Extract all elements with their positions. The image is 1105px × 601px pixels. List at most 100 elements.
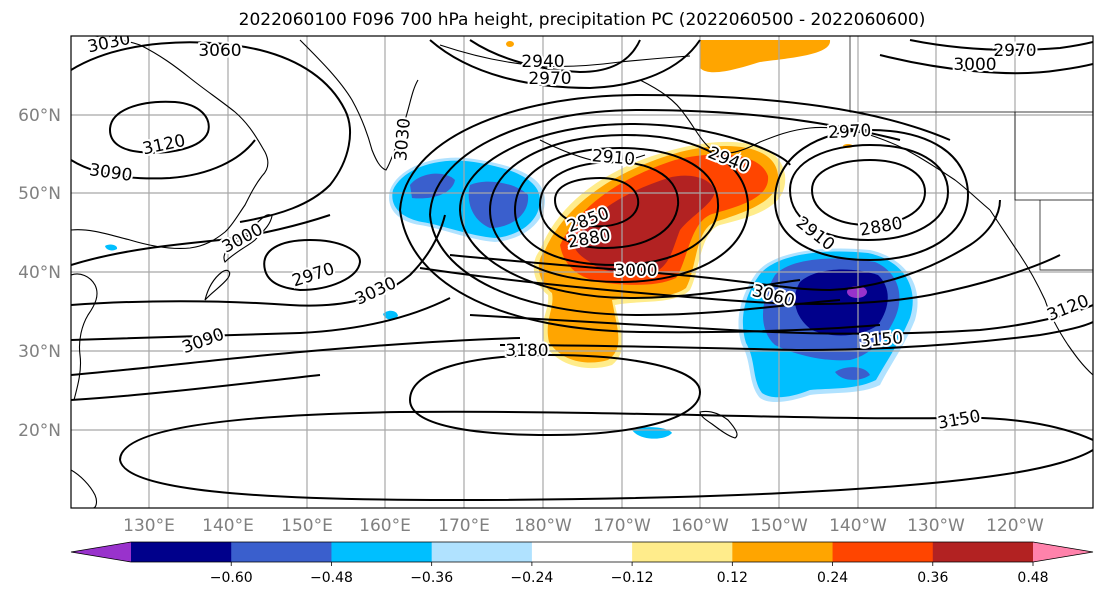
contour-3000-west: [71, 214, 331, 266]
contour-label: 2970: [528, 69, 571, 89]
colorbar-tick-label: −0.36: [410, 570, 453, 586]
lon-label: 130°E: [123, 516, 175, 536]
lon-label: 180°W: [514, 516, 572, 536]
contour-label: 3000: [614, 261, 657, 281]
coast-philippines: [71, 469, 98, 508]
contour-2940: [488, 133, 750, 284]
contour-2970: [459, 122, 801, 300]
colorbar-tick-label: 0.24: [817, 570, 848, 586]
contour-label: 3150: [859, 328, 904, 352]
contour-3150-south: [119, 410, 1093, 461]
lon-label: 150°W: [750, 516, 808, 536]
colorbar-extend-min: [71, 542, 131, 562]
lon-label: 160°W: [671, 516, 729, 536]
contour-3060-north: [71, 41, 351, 223]
colorbar-segment: [732, 542, 834, 562]
colorbar-segment: [231, 542, 332, 562]
coast-kamchatka: [299, 39, 419, 171]
colorbar-tick-label: −0.60: [210, 570, 253, 586]
contour-3090-south: [71, 337, 521, 376]
contour-3030-west: [71, 214, 446, 307]
contour-label: 2940: [521, 52, 564, 72]
contour-label: 3180: [505, 341, 548, 361]
lon-label: 140°W: [829, 516, 887, 536]
contour-3150-mid: [499, 321, 1093, 352]
contour-label: 3030: [391, 117, 415, 162]
contour-label: 2970: [828, 121, 872, 143]
lon-label: 120°W: [986, 516, 1044, 536]
contour-2850: [553, 176, 640, 228]
colorbar: −0.60 −0.48 −0.36 −0.24 −0.12 0.12 0.24 0.36 0.4…: [70, 541, 1094, 586]
colorbar-segment: [331, 542, 433, 562]
colorbar-segment: [531, 542, 633, 562]
contour-3090: [71, 139, 256, 180]
contour-2880-east: [810, 158, 927, 227]
colorbar-outline: [70, 541, 1094, 563]
map-frame: [70, 35, 1094, 509]
colorbar-segment: [932, 542, 1034, 562]
colorbar-segment: [131, 542, 232, 562]
colorbar-tick-label: −0.24: [510, 570, 553, 586]
colorbar-tick-label: 0.12: [717, 570, 748, 586]
lon-label: 170°E: [438, 516, 490, 536]
lon-label: 140°E: [202, 516, 254, 536]
colorbar-tick-label: −0.48: [310, 570, 353, 586]
coast-west-america: [989, 209, 1093, 376]
contour-2910-east: [788, 143, 950, 242]
shade-spot: [506, 41, 514, 47]
contour-3120-high: [108, 100, 210, 154]
shade-0.48: [574, 175, 715, 275]
contour-3060-mid: [419, 254, 1061, 305]
contour-3120-mid: [469, 304, 1093, 335]
lat-label: 40°N: [18, 263, 61, 283]
contour-2910: [513, 146, 720, 267]
contour-3000: [429, 108, 901, 317]
contour-3000-mid: [449, 199, 1001, 292]
coast-japan-south: [204, 269, 231, 301]
contour-label: 2970: [993, 41, 1036, 61]
coast-bering-north: [439, 44, 691, 67]
lon-label: 170°W: [593, 516, 651, 536]
gridlines: [71, 36, 1093, 508]
shade-0.60: [570, 227, 580, 233]
map-area: 3030 3060 3120 3090 3030 2940 2970 2910 …: [71, 36, 1093, 508]
shade-neg-0.36-small: [835, 367, 870, 380]
shade-neg-spot-2: [105, 244, 118, 251]
shade-neg-0.36-west-a: [410, 173, 455, 199]
colorbar-segment: [632, 542, 733, 562]
contour-3060-west: [71, 297, 451, 341]
border-canada-us: [1014, 112, 1093, 201]
contour-3000-ne: [879, 54, 1093, 75]
lat-label: 60°N: [18, 106, 61, 126]
lon-label: 130°W: [907, 516, 965, 536]
lon-label: 150°E: [281, 516, 333, 536]
contour-2970-low: [263, 238, 362, 292]
contour-label: 2910: [591, 146, 636, 170]
height-contours: [71, 39, 1093, 502]
figure-title: 2022060100 F096 700 hPa height, precipit…: [239, 10, 926, 30]
longitude-labels: 130°E 140°E 150°E 160°E 170°E 180°W 170°…: [123, 516, 1044, 536]
latitude-labels: 60°N 50°N 40°N 30°N 20°N: [18, 106, 61, 441]
coast-china: [71, 273, 98, 401]
contour-3150-south-b: [119, 449, 1093, 502]
colorbar-tick-label: 0.36: [917, 570, 948, 586]
lat-label: 50°N: [18, 184, 61, 204]
shade-neg-spot: [383, 310, 398, 320]
lat-label: 20°N: [18, 421, 61, 441]
contour-2970-arctic: [429, 39, 701, 90]
contour-label: 3000: [953, 55, 996, 75]
contour-2940-arctic: [469, 39, 641, 74]
colorbar-tick-label: 0.48: [1017, 570, 1048, 586]
colorbar-segment: [832, 542, 934, 562]
contour-3180: [408, 353, 702, 437]
shade-arctic-0.24: [700, 40, 831, 73]
lat-label: 30°N: [18, 342, 61, 362]
colorbar-tick-label: −0.12: [611, 570, 654, 586]
contour-label: 3060: [198, 41, 241, 61]
colorbar-extend-max: [1033, 542, 1093, 562]
coast-asia: [71, 36, 269, 250]
colorbar-segment: [431, 542, 533, 562]
border-states: [1039, 200, 1093, 271]
contour-3120-south: [71, 374, 321, 401]
